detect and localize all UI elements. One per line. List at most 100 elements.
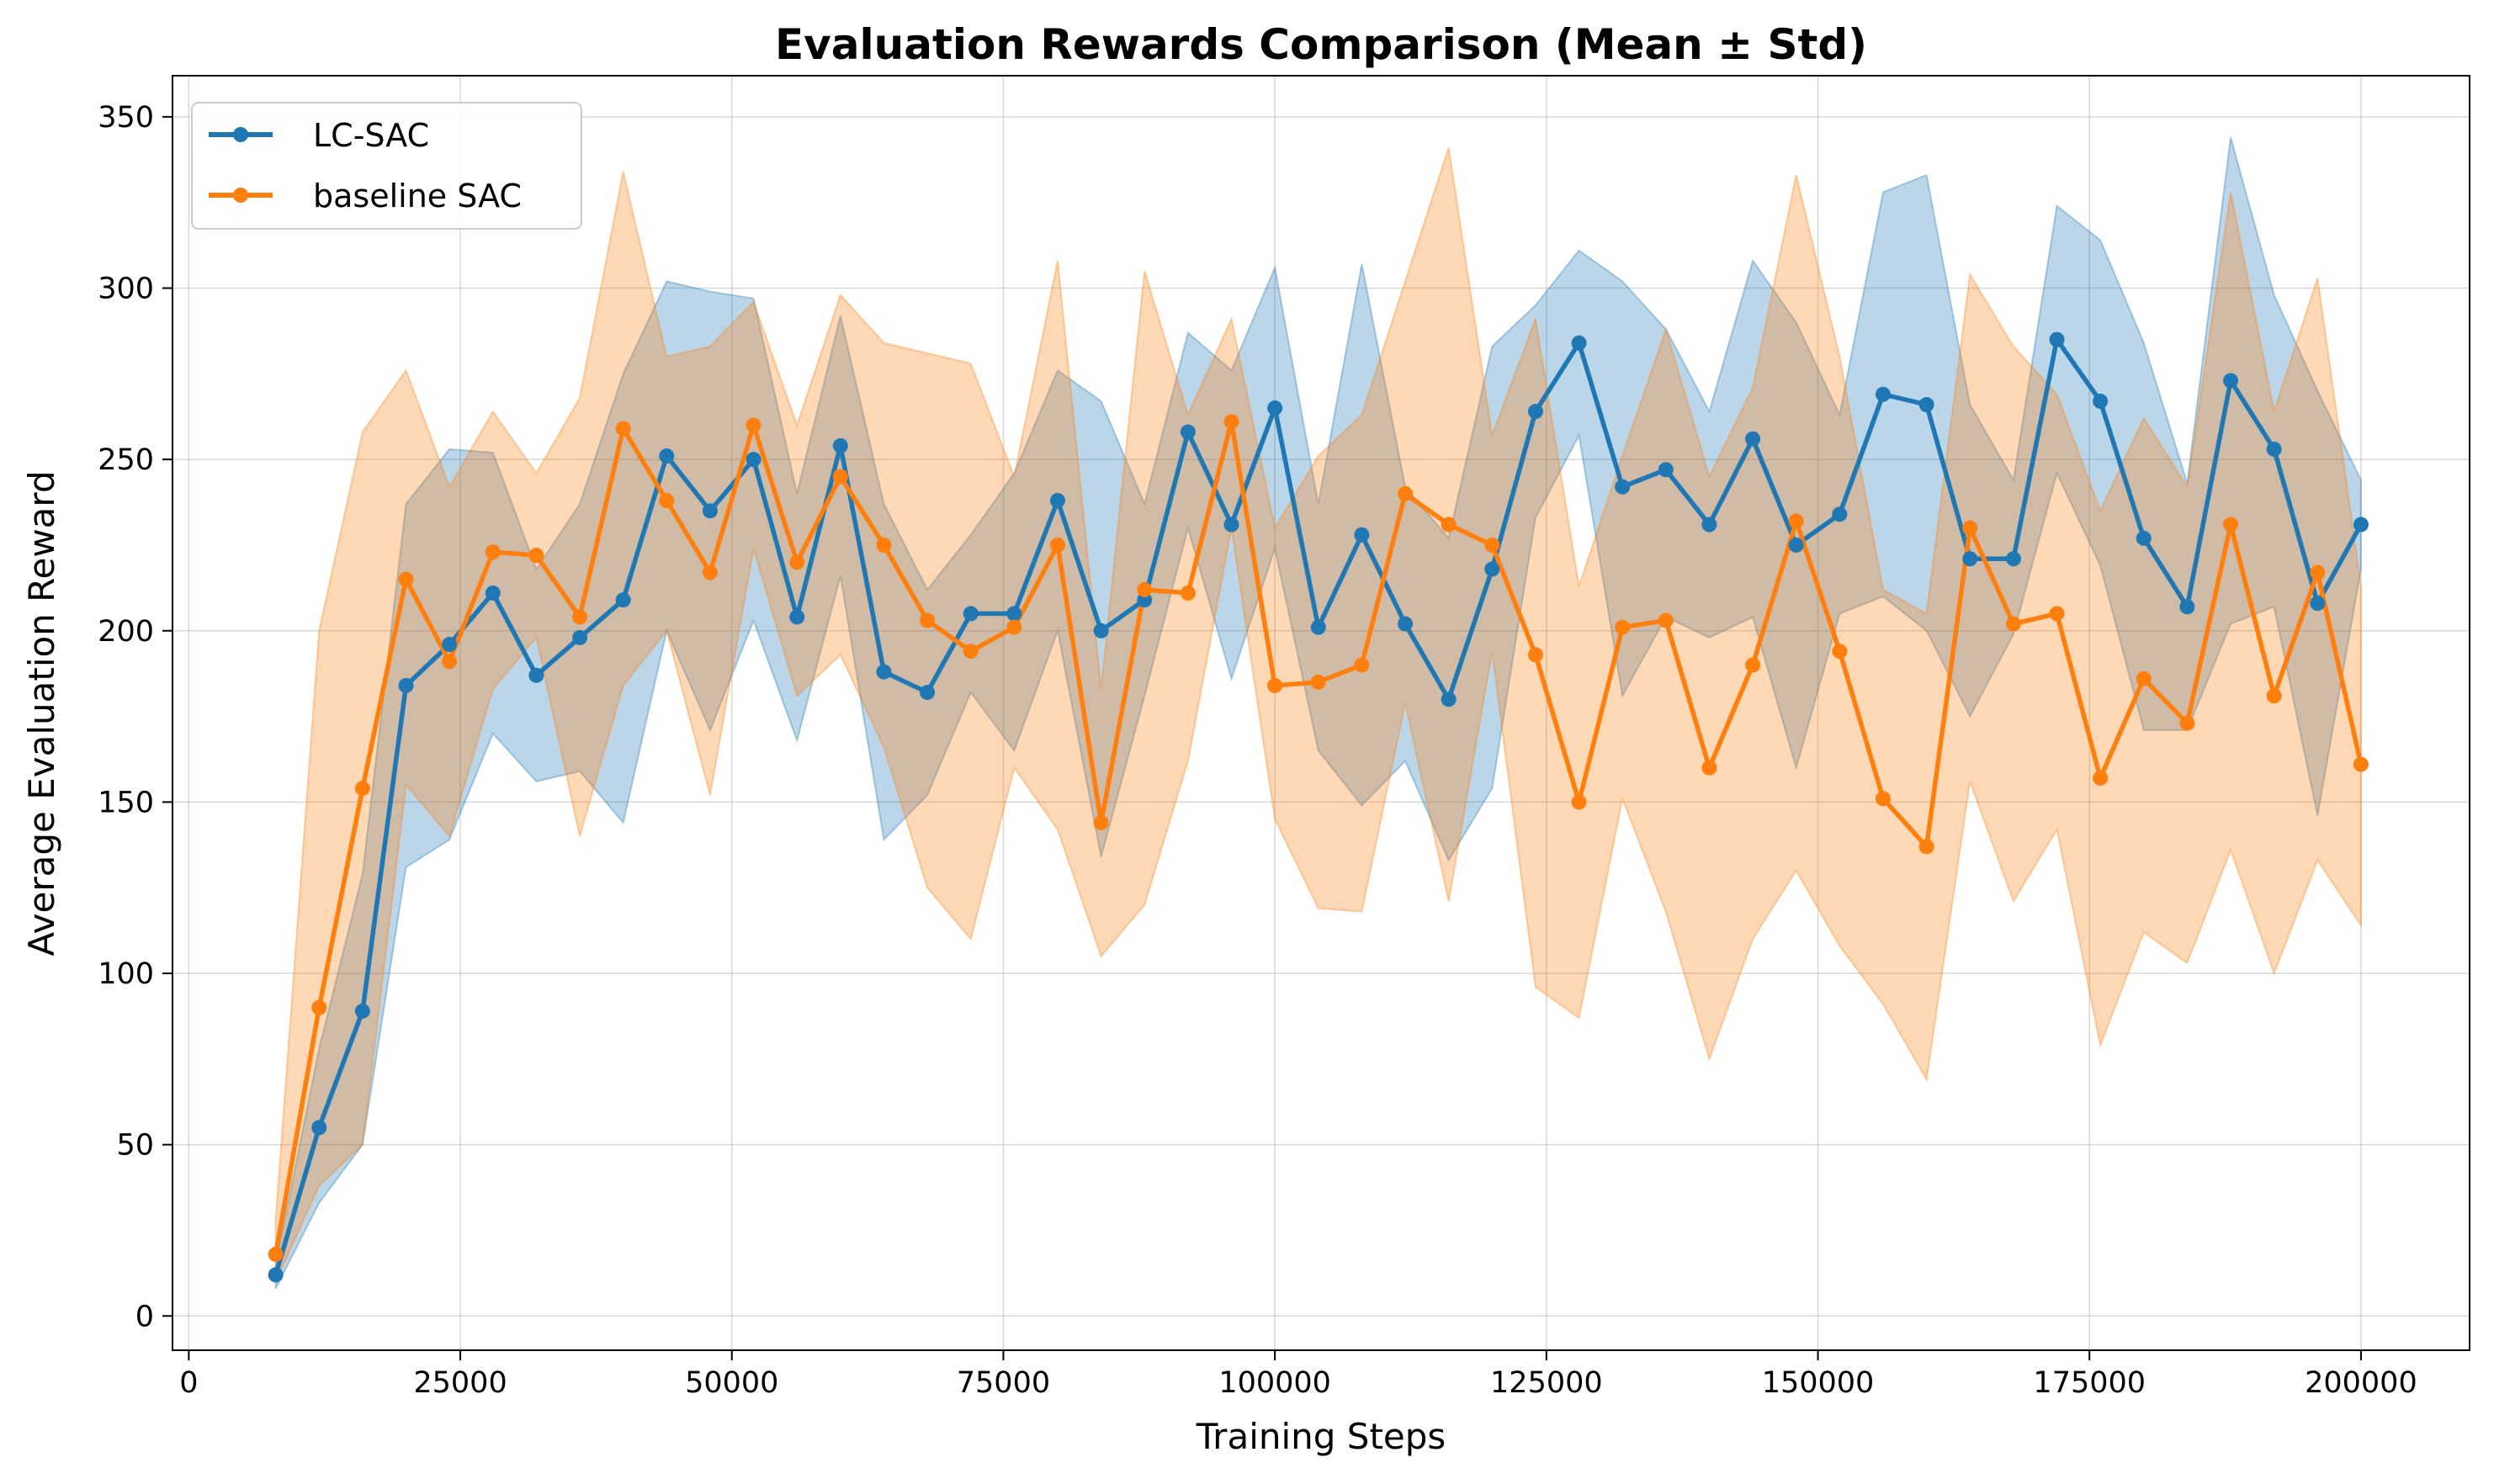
data-point-lc-sac	[876, 664, 892, 680]
x-tick-label: 75000	[957, 1366, 1050, 1400]
data-point-lc-sac	[2093, 393, 2109, 409]
data-point-lc-sac	[485, 585, 501, 601]
data-point-lc-sac	[1701, 517, 1717, 533]
legend-label-lc-sac: LC-SAC	[313, 117, 429, 154]
data-point-baseline-sac	[1310, 674, 1326, 690]
data-point-lc-sac	[702, 503, 718, 519]
legend-marker-lc-sac	[233, 127, 248, 142]
y-tick-label: 100	[98, 957, 154, 991]
y-tick-label: 250	[98, 443, 154, 477]
data-point-lc-sac	[1441, 692, 1457, 708]
grid-lines	[172, 76, 2470, 1350]
data-point-lc-sac	[1049, 493, 1065, 508]
data-point-baseline-sac	[1180, 585, 1196, 601]
data-point-baseline-sac	[1832, 644, 1848, 660]
data-point-lc-sac	[1745, 431, 1761, 447]
data-point-lc-sac	[1180, 424, 1196, 440]
data-point-lc-sac	[1484, 561, 1500, 577]
data-point-baseline-sac	[746, 417, 761, 433]
y-tick-label: 150	[98, 786, 154, 819]
plot-frame	[172, 75, 2470, 1351]
data-point-baseline-sac	[1701, 760, 1717, 776]
data-point-lc-sac	[268, 1267, 284, 1283]
chart-title: Evaluation Rewards Comparison (Mean ± St…	[775, 20, 1867, 69]
data-point-baseline-sac	[1267, 677, 1283, 693]
x-axis-label: Training Steps	[1196, 1416, 1446, 1457]
data-point-lc-sac	[2266, 441, 2282, 457]
data-point-lc-sac	[659, 448, 675, 464]
data-point-lc-sac	[746, 452, 761, 468]
data-point-lc-sac	[1267, 400, 1283, 416]
legend-label-baseline-sac: baseline SAC	[313, 178, 522, 215]
y-tick-label: 0	[135, 1300, 154, 1333]
data-point-baseline-sac	[1658, 612, 1674, 628]
data-point-baseline-sac	[1745, 657, 1761, 673]
data-point-baseline-sac	[1441, 517, 1457, 533]
data-point-baseline-sac	[876, 537, 892, 553]
data-point-baseline-sac	[659, 493, 675, 508]
data-point-lc-sac	[920, 685, 936, 701]
y-tick-label: 200	[98, 615, 154, 649]
data-point-baseline-sac	[1962, 520, 1978, 536]
x-axis-ticks: 0 25000 50000 75000 100000 125000 150000 175000…	[179, 1350, 2417, 1400]
data-point-lc-sac	[832, 437, 848, 453]
data-point-lc-sac	[1571, 335, 1587, 351]
series-markers	[268, 331, 2369, 1283]
data-point-baseline-sac	[1006, 619, 1022, 635]
data-point-baseline-sac	[268, 1246, 284, 1262]
data-point-lc-sac	[2005, 551, 2021, 567]
data-point-baseline-sac	[1354, 657, 1370, 673]
data-point-lc-sac	[1093, 623, 1109, 639]
data-point-baseline-sac	[572, 609, 588, 625]
data-point-lc-sac	[2136, 530, 2152, 546]
data-point-baseline-sac	[1918, 839, 1934, 855]
data-point-baseline-sac	[485, 544, 501, 560]
data-point-lc-sac	[398, 677, 414, 693]
data-point-lc-sac	[311, 1120, 327, 1136]
data-point-baseline-sac	[920, 612, 936, 628]
data-point-baseline-sac	[1875, 791, 1891, 807]
x-tick-label: 125000	[1490, 1366, 1603, 1400]
data-point-baseline-sac	[2049, 606, 2065, 622]
data-point-lc-sac	[1658, 462, 1674, 478]
legend-marker-baseline-sac	[233, 188, 248, 203]
y-tick-label: 300	[98, 273, 154, 306]
x-tick-label: 50000	[685, 1366, 778, 1400]
data-point-baseline-sac	[832, 469, 848, 485]
data-point-baseline-sac	[963, 644, 979, 660]
data-point-lc-sac	[572, 629, 588, 645]
data-point-baseline-sac	[2179, 715, 2195, 731]
data-point-lc-sac	[1918, 396, 1934, 412]
data-point-lc-sac	[2223, 373, 2239, 389]
data-point-baseline-sac	[528, 548, 544, 564]
data-point-lc-sac	[1615, 479, 1631, 495]
data-point-lc-sac	[1832, 506, 1848, 522]
data-point-lc-sac	[789, 609, 805, 625]
data-point-lc-sac	[1006, 606, 1022, 622]
data-point-lc-sac	[1223, 517, 1239, 533]
data-point-lc-sac	[1398, 616, 1414, 632]
data-point-baseline-sac	[1527, 647, 1543, 663]
legend: LC-SAC baseline SAC	[191, 102, 582, 230]
data-point-baseline-sac	[311, 999, 327, 1015]
data-point-baseline-sac	[2005, 616, 2021, 632]
std-band-baseline-sac	[274, 147, 2362, 1282]
data-point-baseline-sac	[789, 554, 805, 570]
data-point-baseline-sac	[2223, 517, 2239, 533]
data-point-baseline-sac	[1223, 414, 1239, 430]
data-point-baseline-sac	[1615, 619, 1631, 635]
x-tick-label: 0	[179, 1366, 198, 1400]
data-point-lc-sac	[1354, 527, 1370, 543]
y-axis-label: Average Evaluation Reward	[21, 470, 62, 956]
data-point-baseline-sac	[2310, 564, 2326, 580]
std-band-lc-sac	[274, 137, 2362, 1290]
data-point-lc-sac	[442, 637, 458, 653]
data-point-baseline-sac	[1049, 537, 1065, 553]
data-point-lc-sac	[2310, 596, 2326, 612]
data-point-baseline-sac	[1484, 537, 1500, 553]
data-point-baseline-sac	[442, 654, 458, 670]
x-tick-label: 200000	[2305, 1366, 2417, 1400]
y-tick-label: 350	[98, 101, 154, 135]
data-point-lc-sac	[528, 667, 544, 683]
